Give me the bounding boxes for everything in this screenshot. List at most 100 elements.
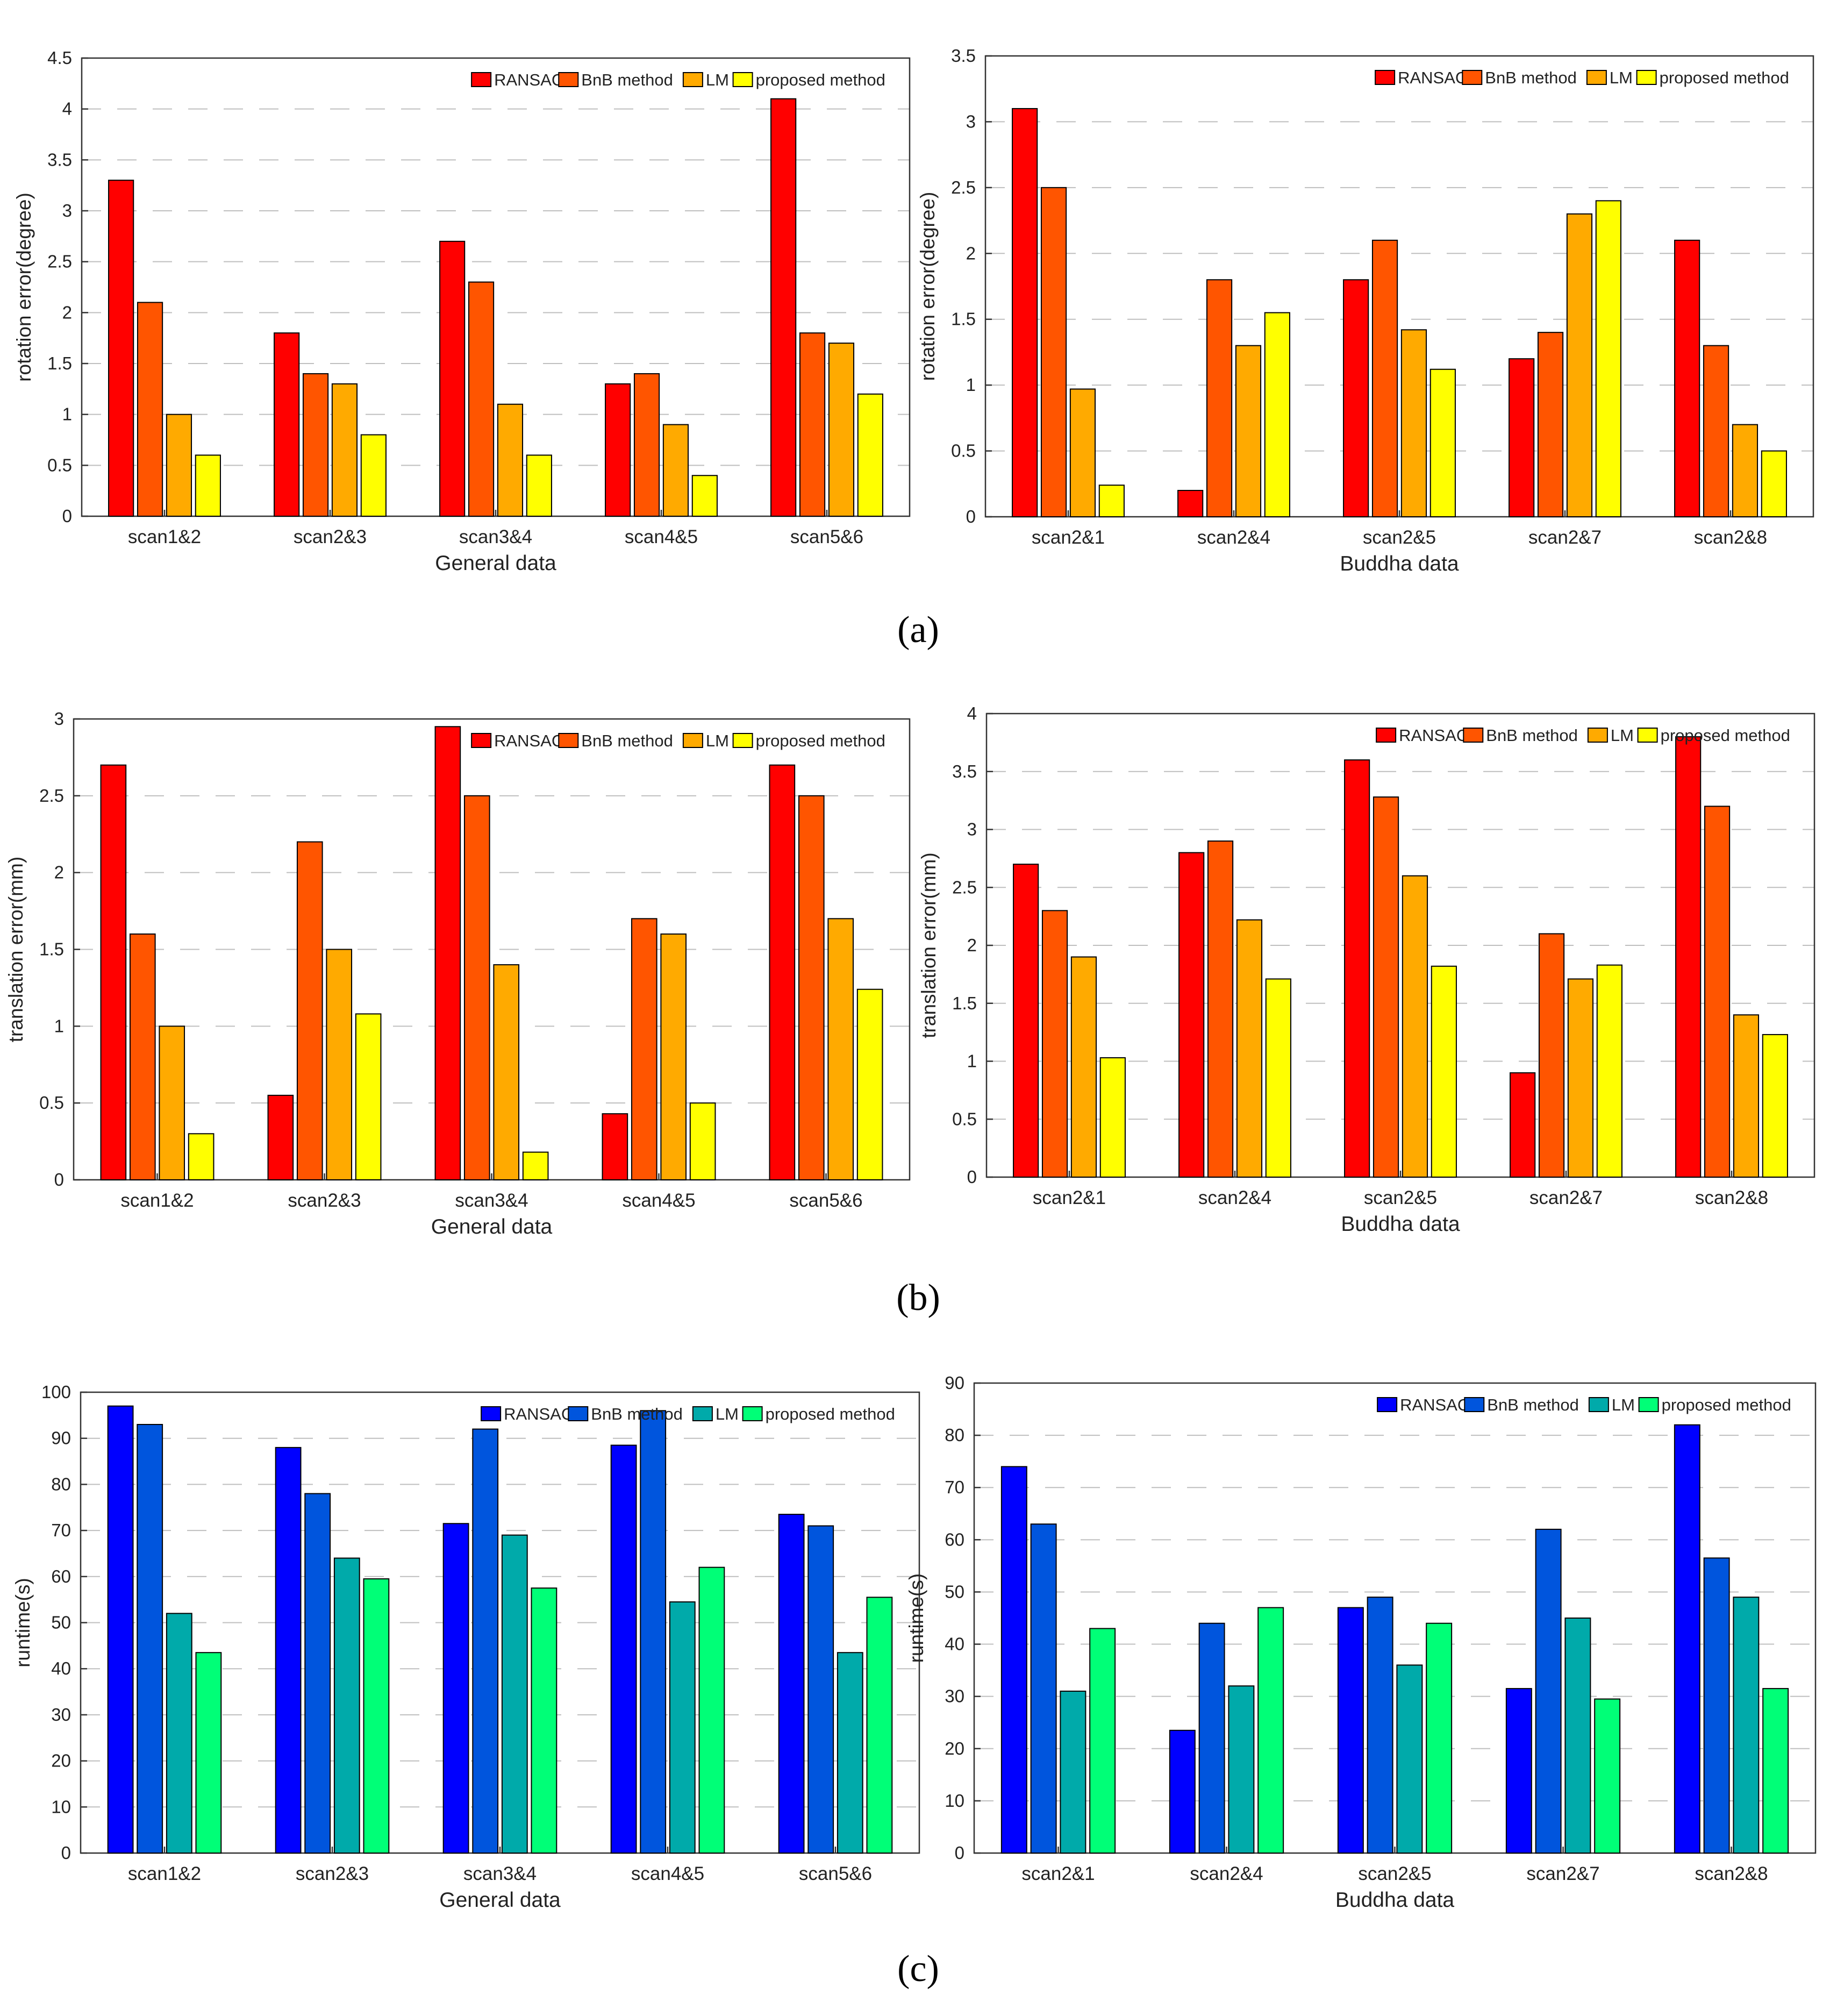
- chart-1: 0 0.5 1 1.5 2 2.5 3 3.5 4 4.5 rotation error(degre…: [13, 48, 911, 575]
- bar-lm: [497, 403, 524, 517]
- bar-proposed-method: [691, 475, 718, 517]
- legend-swatch: [481, 1406, 502, 1421]
- bar-bnb-method: [468, 281, 495, 517]
- bar-ransac: [100, 764, 127, 1180]
- legend-label: LM: [1611, 726, 1634, 745]
- y-tick-label: 0: [966, 507, 976, 526]
- charts-layer: 0 0.5 1 1.5 2 2.5 3 3.5 4 4.5 rotation error(degre…: [5, 46, 1817, 1912]
- y-tick-label: 50: [51, 1613, 71, 1633]
- x-tick-label: scan2&8: [1695, 1863, 1768, 1884]
- y-tick-label: 2.5: [47, 252, 72, 272]
- bar-ransac: [107, 1405, 134, 1854]
- legend-label: proposed method: [756, 70, 885, 89]
- y-tick-label: 0.5: [951, 441, 976, 461]
- x-tick-label: scan2&1: [1033, 1187, 1106, 1208]
- x-axis-label: General data: [435, 552, 556, 575]
- bar-bnb-method: [1537, 332, 1564, 517]
- bar-proposed-method: [1089, 1628, 1116, 1854]
- bar-ransac: [1169, 1729, 1196, 1854]
- legend-swatch: [568, 1406, 589, 1421]
- legend-label: BnB method: [1487, 1395, 1579, 1414]
- legend-swatch: [1636, 70, 1657, 85]
- y-tick-label: 70: [51, 1520, 71, 1540]
- bar-proposed-method: [857, 393, 883, 517]
- y-tick-label: 2.5: [952, 877, 977, 897]
- bar-proposed-method: [1429, 368, 1456, 517]
- bar-bnb-method: [798, 795, 825, 1181]
- legend-label: BnB method: [1486, 726, 1578, 745]
- bar-bnb-method: [304, 1493, 331, 1854]
- y-tick-label: 2.5: [951, 177, 976, 197]
- y-tick-label: 60: [945, 1529, 964, 1549]
- legend: RANSAC BnB method LM proposed method: [481, 1405, 895, 1423]
- bar-bnb-method: [1198, 1622, 1225, 1854]
- bar-bnb-method: [1030, 1523, 1057, 1854]
- legend-swatch: [1588, 1397, 1609, 1412]
- bar-ransac: [610, 1444, 637, 1854]
- bar-lm: [1402, 875, 1428, 1178]
- bar-bnb-method: [1535, 1528, 1562, 1854]
- legend-label: RANSAC: [494, 70, 563, 89]
- bar-proposed-method: [1426, 1622, 1453, 1854]
- y-tick-label: 2: [62, 302, 72, 322]
- x-tick-label: scan1&2: [128, 1863, 201, 1884]
- legend-swatch: [558, 733, 579, 748]
- bar-lm: [662, 424, 689, 517]
- legend-label: LM: [716, 1405, 739, 1423]
- y-tick-label: 4.5: [47, 48, 72, 68]
- y-axis-label: runtime(s): [12, 1578, 34, 1668]
- x-axis-label: General data: [439, 1889, 561, 1912]
- y-axis-label: translation error(mm): [918, 852, 940, 1038]
- bar-proposed-method: [195, 454, 221, 517]
- bar-lm: [669, 1601, 696, 1854]
- x-tick-label: scan2&7: [1526, 1863, 1599, 1884]
- x-tick-label: scan2&3: [288, 1190, 361, 1211]
- bar-proposed-method: [1594, 1698, 1621, 1854]
- bar-ransac: [275, 1447, 302, 1854]
- y-tick-label: 2: [54, 863, 64, 882]
- y-tick-label: 2: [967, 935, 977, 955]
- bar-ransac: [778, 1514, 805, 1854]
- y-tick-label: 3.5: [47, 149, 72, 169]
- bar-ransac: [442, 1523, 469, 1854]
- bar-lm: [1236, 919, 1263, 1178]
- x-tick-label: scan2&8: [1694, 527, 1767, 548]
- bar-proposed-method: [526, 454, 552, 517]
- y-tick-label: 40: [51, 1658, 71, 1678]
- y-tick-label: 0: [967, 1167, 977, 1187]
- bar-bnb-method: [1207, 840, 1234, 1178]
- bar-proposed-method: [698, 1566, 725, 1854]
- y-tick-label: 100: [41, 1382, 71, 1402]
- bar-ransac: [1013, 864, 1039, 1178]
- y-tick-label: 0: [955, 1843, 964, 1863]
- legend-swatch: [1462, 70, 1483, 85]
- bar-bnb-method: [631, 918, 657, 1181]
- x-tick-label: scan5&6: [789, 1190, 862, 1211]
- bar-proposed-method: [866, 1597, 893, 1854]
- bar-bnb-method: [137, 1423, 163, 1854]
- legend-label: BnB method: [581, 70, 673, 89]
- y-tick-label: 0: [62, 506, 72, 526]
- bar-bnb-method: [1538, 933, 1565, 1178]
- legend-label: proposed method: [1660, 68, 1789, 87]
- y-tick-label: 70: [945, 1477, 964, 1497]
- bar-lm: [1566, 213, 1593, 518]
- legend-swatch: [1464, 1397, 1485, 1412]
- bar-bnb-method: [799, 332, 826, 517]
- bar-bnb-method: [1206, 279, 1233, 517]
- legend-swatch: [558, 72, 579, 87]
- bar-lm: [1564, 1618, 1591, 1854]
- bar-proposed-method: [1265, 978, 1291, 1178]
- bar-ransac: [1675, 736, 1702, 1178]
- legend-swatch: [1586, 70, 1607, 85]
- x-tick-label: scan2&3: [296, 1863, 369, 1884]
- x-tick-label: scan4&5: [622, 1190, 695, 1211]
- y-tick-label: 1: [62, 404, 72, 424]
- y-tick-label: 80: [51, 1474, 71, 1494]
- legend-swatch: [732, 72, 753, 87]
- y-tick-label: 0: [54, 1170, 64, 1189]
- bar-bnb-method: [633, 373, 660, 517]
- y-tick-label: 0: [61, 1843, 71, 1863]
- bar-lm: [1070, 956, 1097, 1178]
- y-tick-label: 3: [62, 201, 72, 220]
